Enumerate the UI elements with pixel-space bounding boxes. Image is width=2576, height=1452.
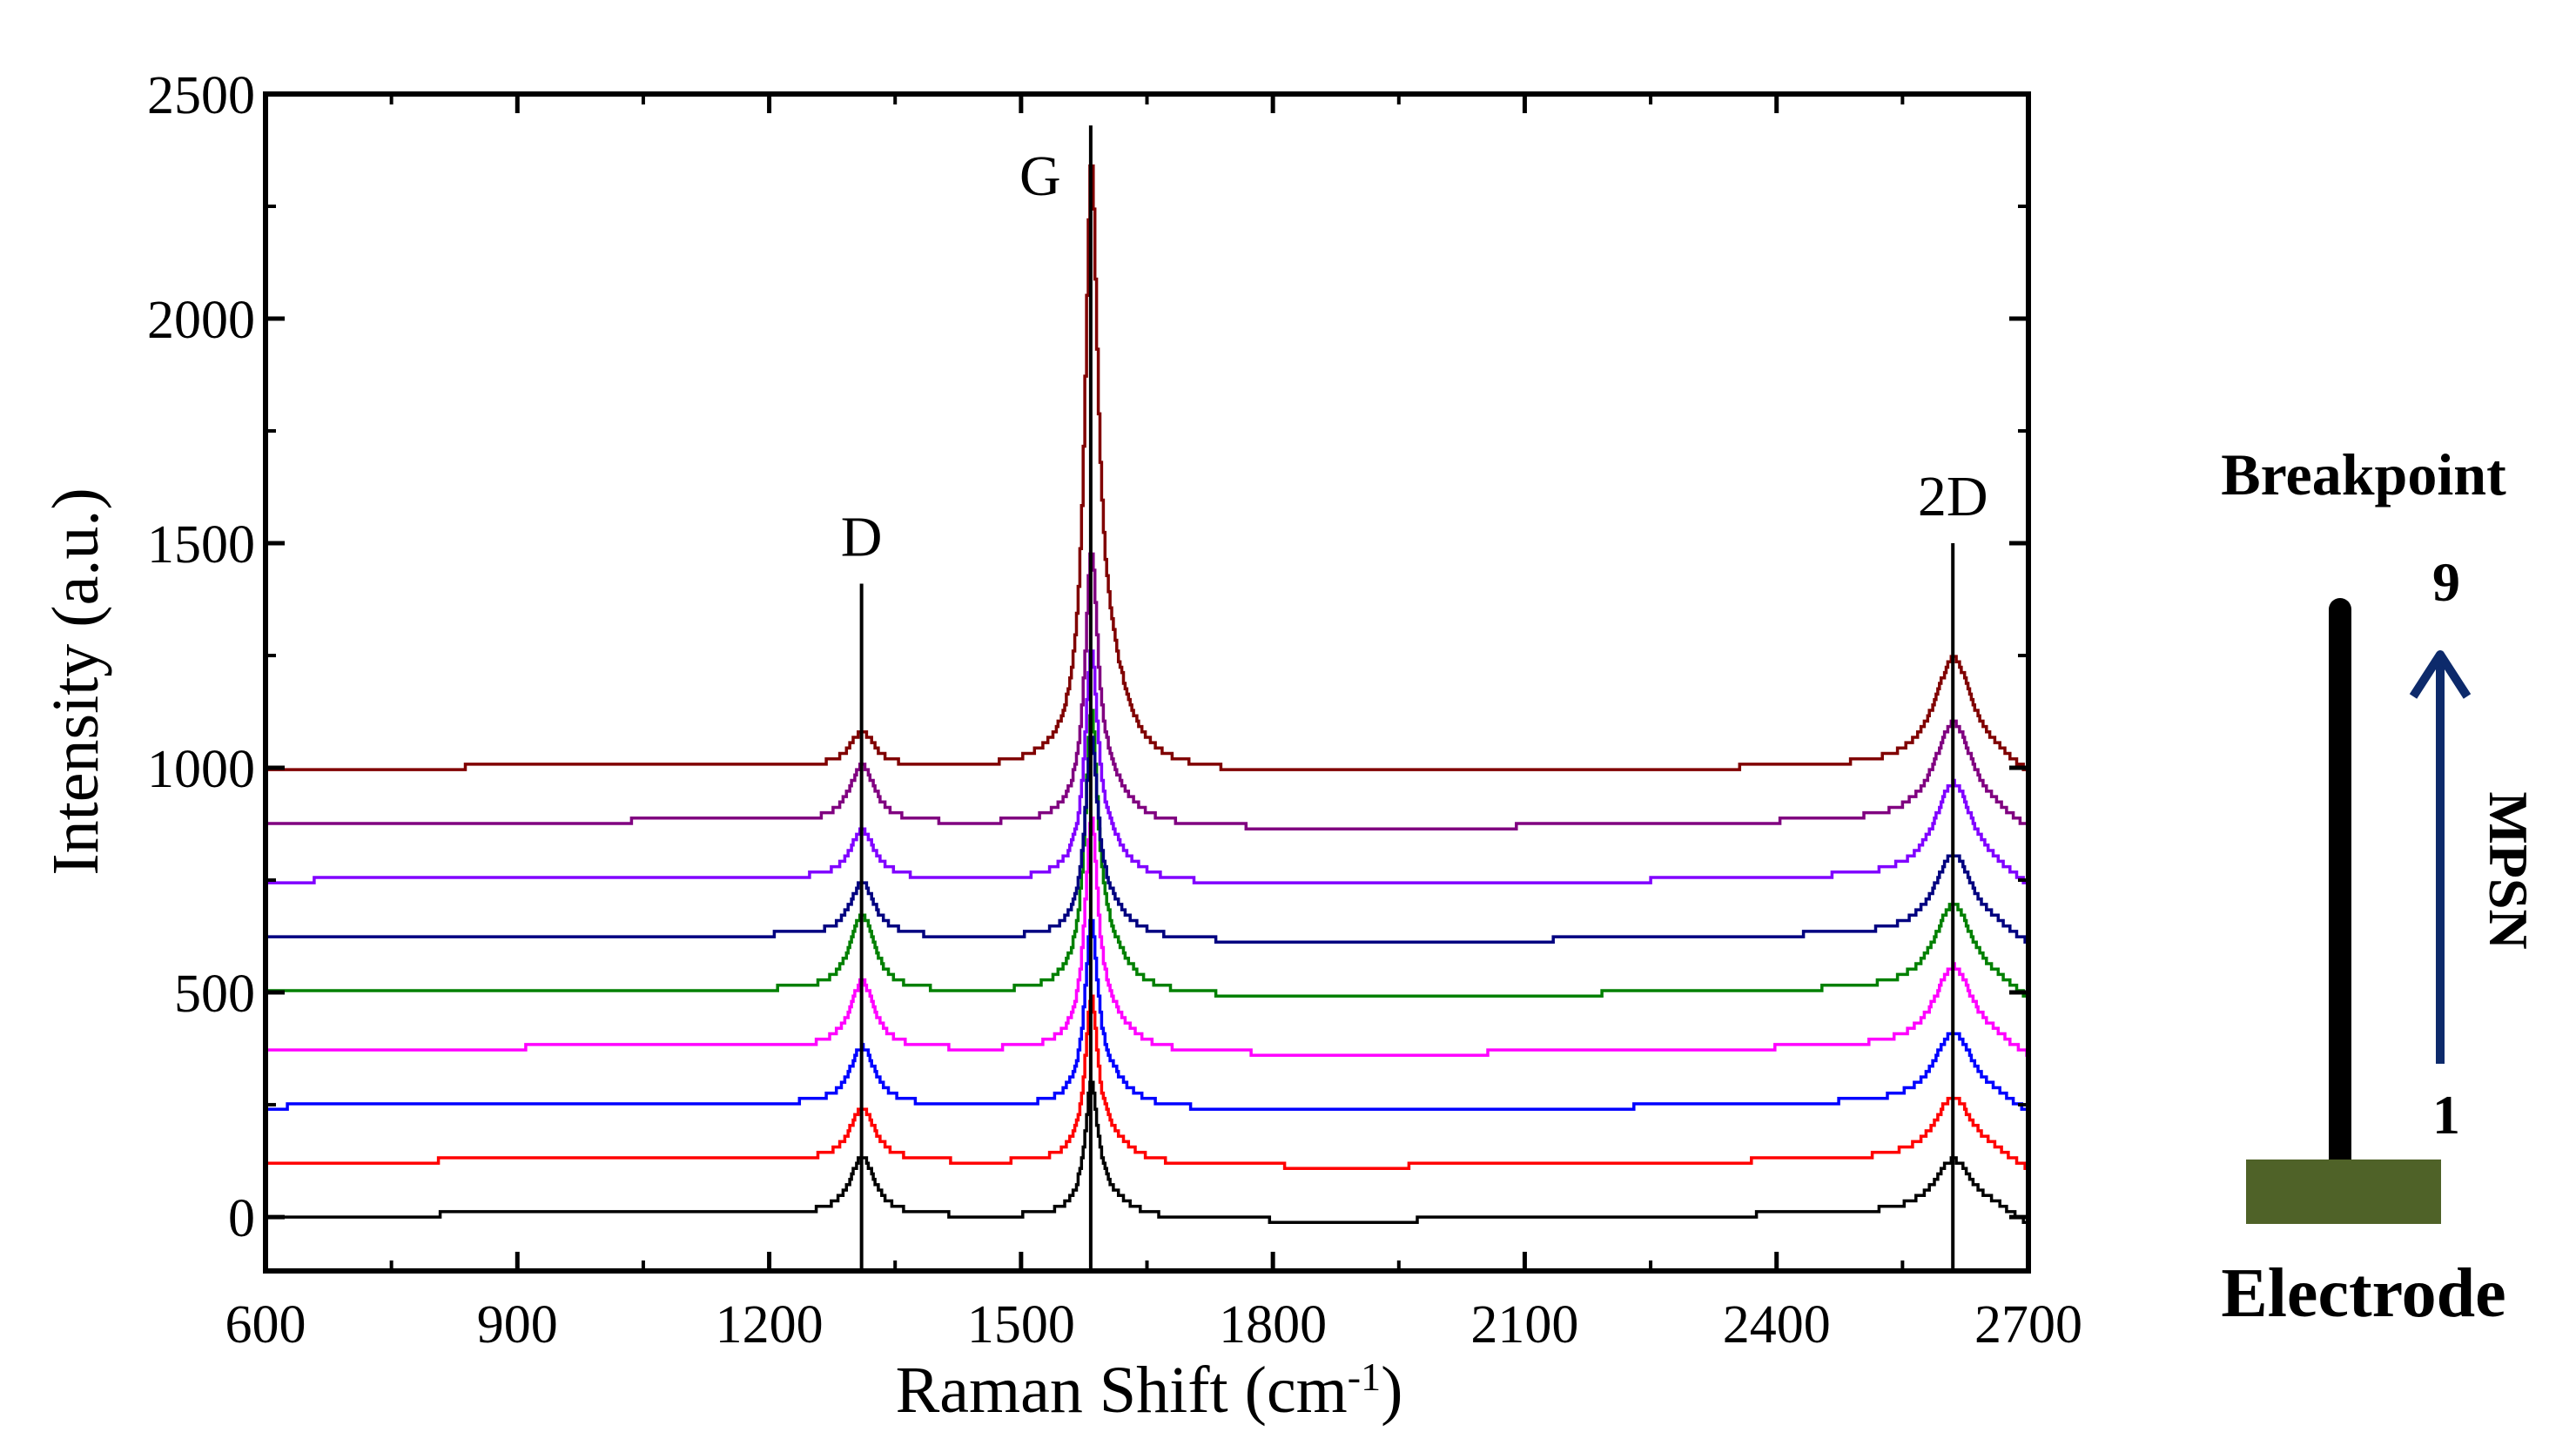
start-number-label: 1 <box>2432 1084 2460 1146</box>
mpsn-label: MPSN <box>2478 791 2539 949</box>
breakpoint-label: Breakpoint <box>2221 441 2506 508</box>
peak-label-2D: 2D <box>1918 465 1988 528</box>
series-line-4 <box>266 817 2028 1058</box>
x-tick-label: 2100 <box>1470 1295 1578 1355</box>
peak-lines: D G 2D <box>841 125 1988 1271</box>
series-line-2 <box>266 994 2028 1171</box>
series-line-6 <box>266 736 2028 944</box>
x-tick-label: 600 <box>225 1295 306 1355</box>
mpsn-diagram: Breakpoint 9 MPSN 1 Electrode <box>2221 441 2539 1332</box>
y-tick-label: 500 <box>174 965 255 1024</box>
y-tick-label: 2500 <box>147 66 255 125</box>
mpsn-arrow-head <box>2409 650 2472 699</box>
y-tick-label: 0 <box>228 1189 255 1248</box>
series-line-3 <box>266 918 2028 1111</box>
x-axis-title: Raman Shift (cm-1) <box>896 1354 1403 1427</box>
series-line-8 <box>266 552 2030 830</box>
series-layer <box>266 164 2030 1225</box>
x-tick-label: 1500 <box>967 1295 1075 1355</box>
electrode-label: Electrode <box>2221 1255 2505 1332</box>
series-line-5 <box>266 709 2028 998</box>
x-tick-label: 2400 <box>1723 1295 1831 1355</box>
axis-ticks: 600 900 1200 1500 1800 2100 2400 2700 0 500 1000 15… <box>147 66 2082 1355</box>
peak-label-D: D <box>841 505 883 568</box>
x-tick-label: 2700 <box>1974 1295 2082 1355</box>
y-tick-label: 1000 <box>147 740 255 799</box>
end-number-label: 9 <box>2432 551 2460 613</box>
y-axis-title: Intensity (a.u.) <box>39 487 112 875</box>
y-tick-label: 2000 <box>147 291 255 350</box>
series-line-9 <box>266 164 2028 771</box>
peak-label-G: G <box>1019 145 1061 208</box>
series-line-1 <box>266 1080 2028 1225</box>
x-tick-label: 900 <box>477 1295 558 1355</box>
plot-frame <box>263 91 2031 1274</box>
series-line-7 <box>266 649 2028 884</box>
y-tick-label: 1500 <box>147 515 255 575</box>
x-tick-label: 1200 <box>716 1295 824 1355</box>
x-tick-label: 1800 <box>1219 1295 1327 1355</box>
x-axis-title-sup: -1 <box>1348 1355 1381 1399</box>
electrode-block <box>2246 1160 2441 1224</box>
